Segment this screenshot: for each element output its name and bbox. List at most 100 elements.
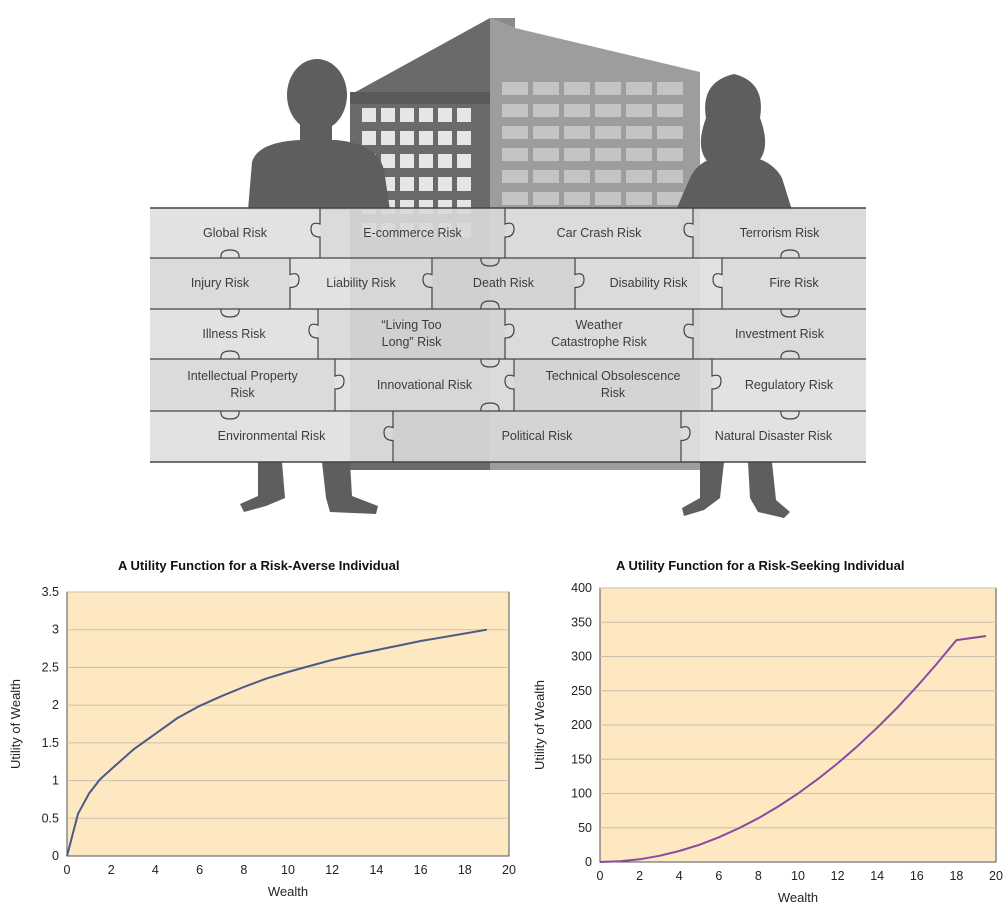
y-tick-label: 3 <box>52 623 59 637</box>
puzzle-piece <box>150 208 320 258</box>
puzzle-piece-label: Technical Obsolescence Risk <box>545 369 681 400</box>
puzzle-edge <box>310 208 321 258</box>
building-window <box>657 104 683 117</box>
building-window <box>533 126 559 139</box>
x-tick-label: 18 <box>458 863 472 877</box>
building-window <box>400 108 414 122</box>
building-window <box>657 148 683 161</box>
puzzle-piece <box>150 359 335 411</box>
puzzle-edge <box>289 258 300 309</box>
building-window <box>595 82 621 95</box>
building-windows <box>362 82 683 237</box>
building-window <box>595 126 621 139</box>
x-tick-label: 12 <box>325 863 339 877</box>
puzzle-piece-label: Intellectual Property Risk <box>187 369 298 400</box>
building-window <box>657 82 683 95</box>
puzzle-piece-label: Global Risk <box>203 225 267 240</box>
building-window <box>533 82 559 95</box>
puzzle-knob <box>480 257 500 267</box>
building-window <box>626 192 652 205</box>
puzzle-knob <box>480 358 500 368</box>
building-window <box>419 108 433 122</box>
puzzle-piece <box>393 411 681 462</box>
puzzle-knob <box>780 308 800 318</box>
puzzle-piece <box>712 359 866 411</box>
puzzle-edge <box>574 258 585 309</box>
puzzle-edge <box>711 359 722 411</box>
x-tick-label: 12 <box>831 869 845 883</box>
puzzle-piece-label: Environmental Risk <box>217 429 326 443</box>
puzzle-knob <box>480 402 500 412</box>
puzzle-piece-label: Liability Risk <box>326 276 396 290</box>
building-window <box>533 148 559 161</box>
puzzle-edge <box>504 208 515 258</box>
building-window <box>419 154 433 168</box>
building-window <box>502 170 528 183</box>
puzzle-piece-label: Terrorism Risk <box>739 225 820 240</box>
puzzle-wall <box>150 208 866 462</box>
puzzle-grid-lines <box>150 207 866 463</box>
building-window <box>533 104 559 117</box>
x-axis-label: Wealth <box>778 890 818 905</box>
puzzle-piece <box>722 258 866 309</box>
building-window <box>657 126 683 139</box>
y-tick-label: 350 <box>571 615 592 629</box>
x-tick-label: 20 <box>989 869 1003 883</box>
puzzle-piece-label: Disability Risk <box>609 276 688 290</box>
chart-title-risk-averse: A Utility Function for a Risk-Averse Ind… <box>118 558 400 573</box>
building-window <box>657 170 683 183</box>
chart-title-risk-seeking: A Utility Function for a Risk-Seeking In… <box>616 558 905 573</box>
puzzle-piece-label: “Living Too Long” Risk <box>381 318 442 349</box>
x-tick-label: 2 <box>108 863 115 877</box>
building-window <box>626 104 652 117</box>
puzzle-piece <box>290 258 432 309</box>
x-tick-label: 0 <box>597 869 604 883</box>
x-tick-label: 14 <box>369 863 383 877</box>
illustration-graphic <box>150 18 866 518</box>
puzzle-piece <box>432 258 575 309</box>
x-tick-label: 4 <box>676 869 683 883</box>
x-tick-label: 6 <box>196 863 203 877</box>
building-window <box>502 82 528 95</box>
puzzle-edge <box>422 258 433 309</box>
x-tick-label: 6 <box>715 869 722 883</box>
building-window <box>438 154 452 168</box>
building-window <box>362 131 376 145</box>
y-axis-label: Utility of Wealth <box>532 680 547 770</box>
puzzle-edge <box>504 309 515 359</box>
y-tick-label: 100 <box>571 787 592 801</box>
building-window <box>457 131 471 145</box>
building-window <box>564 82 590 95</box>
chart-risk-seeking: 0 50 100 150 200 250 300 350 400 0 2 4 6 8 10 12 14 16 18 2… <box>532 581 1003 905</box>
building-window <box>381 154 395 168</box>
building-window <box>564 126 590 139</box>
puzzle-edge <box>712 258 723 309</box>
building-window <box>502 126 528 139</box>
building-window <box>595 104 621 117</box>
puzzle-piece <box>693 309 866 359</box>
puzzle-piece-label: Fire Risk <box>769 276 819 290</box>
puzzle-piece <box>150 258 290 309</box>
puzzle-piece-label: Natural Disaster Risk <box>714 429 833 443</box>
building-window <box>457 108 471 122</box>
y-tick-label: 3.5 <box>42 585 59 599</box>
puzzle-piece-label: Regulatory Risk <box>744 377 834 392</box>
puzzle-knob <box>780 410 800 420</box>
puzzle-piece-label: Political Risk <box>501 429 573 443</box>
y-tick-label: 0.5 <box>42 811 59 825</box>
x-tick-label: 8 <box>755 869 762 883</box>
plot-area <box>66 591 510 857</box>
y-tick-label: 400 <box>571 581 592 595</box>
building-window <box>626 82 652 95</box>
man-silhouette <box>240 59 390 514</box>
y-tick-label: 50 <box>578 821 592 835</box>
building-window <box>419 131 433 145</box>
x-tick-label: 16 <box>414 863 428 877</box>
series-line <box>599 635 987 863</box>
puzzle-piece <box>150 309 318 359</box>
building-window <box>438 108 452 122</box>
building-window <box>595 192 621 205</box>
y-tick-label: 300 <box>571 650 592 664</box>
puzzle-edge <box>683 309 694 359</box>
puzzle-piece <box>681 411 866 462</box>
